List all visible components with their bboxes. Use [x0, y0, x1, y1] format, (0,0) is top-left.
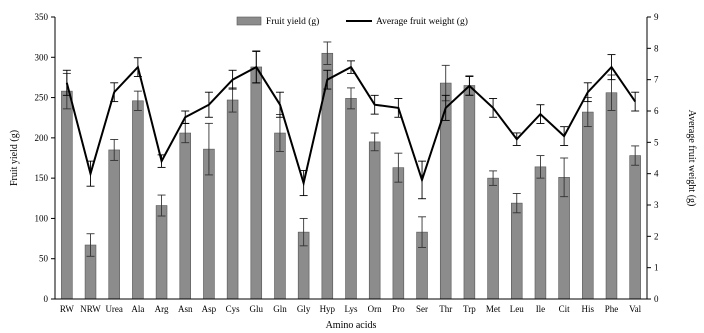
y-tick-label-100: 100 — [35, 213, 49, 223]
x-tick-label-Cys: Cys — [226, 304, 241, 314]
x-tick-label-Met: Met — [486, 304, 501, 314]
bar-RW — [61, 90, 73, 300]
x-tick-label-Val: Val — [629, 304, 641, 314]
x-tick-label-Trp: Trp — [463, 304, 476, 314]
x-tick-label-Urea: Urea — [105, 304, 123, 314]
y-tick-label-150: 150 — [35, 173, 49, 183]
bar-Glu — [250, 66, 263, 300]
bar-Lys — [345, 98, 357, 300]
bar-Ala — [132, 100, 144, 300]
y2-tick-label-5: 5 — [654, 137, 659, 147]
y2-tick-label-2: 2 — [654, 231, 659, 241]
bar-Phe — [605, 92, 618, 300]
y2-axis-title: Average fruit weight (g) — [686, 110, 697, 207]
x-tick-label-Phe: Phe — [605, 304, 619, 314]
bar-Orn — [368, 141, 381, 300]
bar-His — [582, 111, 594, 300]
legend-label-average-fruit-weight: Average fruit weight (g) — [376, 16, 468, 27]
x-tick-label-Thr: Thr — [439, 304, 452, 314]
y2-tick-label-1: 1 — [654, 263, 659, 273]
bar-Cys — [226, 99, 239, 300]
x-tick-label-Gly: Gly — [297, 304, 311, 314]
x-tick-label-Asn: Asn — [178, 304, 193, 314]
legend-label-fruit-yield: Fruit yield (g) — [266, 16, 319, 27]
x-tick-label-Orn: Orn — [368, 304, 382, 314]
bar-Val — [629, 155, 641, 300]
x-tick-label-Glu: Glu — [250, 304, 264, 314]
bar-Hyp — [321, 52, 334, 300]
bar-Urea — [108, 149, 120, 300]
y2-tick-label-0: 0 — [654, 294, 659, 304]
y2-tick-label-8: 8 — [654, 43, 659, 53]
y2-tick-label-3: 3 — [654, 200, 659, 210]
x-tick-label-Cit: Cit — [559, 304, 571, 314]
y2-tick-label-9: 9 — [654, 12, 659, 22]
y-axis-title: Fruit yield (g) — [9, 130, 20, 186]
x-tick-label-Pro: Pro — [392, 304, 405, 314]
y-tick-label-0: 0 — [44, 294, 49, 304]
bar-Arg — [155, 205, 168, 300]
x-tick-label-Hyp: Hyp — [320, 304, 336, 314]
x-tick-label-Ser: Ser — [416, 304, 428, 314]
y2-tick-label-7: 7 — [654, 75, 659, 85]
x-tick-label-Gln: Gln — [273, 304, 287, 314]
x-tick-label-Lys: Lys — [344, 304, 358, 314]
y-tick-label-300: 300 — [35, 52, 49, 62]
y2-tick-label-4: 4 — [654, 169, 659, 179]
x-tick-label-RW: RW — [60, 304, 75, 314]
y-tick-label-50: 50 — [39, 254, 49, 264]
bar-Leu — [511, 202, 523, 300]
bar-Met — [487, 177, 499, 300]
x-tick-label-Asp: Asp — [202, 304, 217, 314]
x-tick-label-Ala: Ala — [131, 304, 144, 314]
x-tick-label-NRW: NRW — [80, 304, 101, 314]
x-tick-label-Leu: Leu — [510, 304, 524, 314]
legend-swatch-fruit-yield — [236, 16, 262, 26]
bar-Trp — [463, 85, 476, 300]
bar-Pro — [392, 167, 405, 300]
x-tick-label-Arg: Arg — [155, 304, 169, 314]
x-axis-title: Amino acids — [326, 320, 377, 331]
y2-tick-label-6: 6 — [654, 106, 659, 116]
x-tick-label-Ile: Ile — [536, 304, 546, 314]
series-line-average-fruit-weight — [65, 65, 637, 188]
bar-Gln — [274, 132, 286, 300]
y-tick-label-250: 250 — [35, 93, 49, 103]
y-tick-label-200: 200 — [35, 133, 49, 143]
bar-Asn — [179, 132, 191, 300]
x-tick-label-His: His — [582, 304, 595, 314]
y-tick-label-350: 350 — [35, 12, 49, 22]
bar-Ile — [534, 166, 547, 300]
